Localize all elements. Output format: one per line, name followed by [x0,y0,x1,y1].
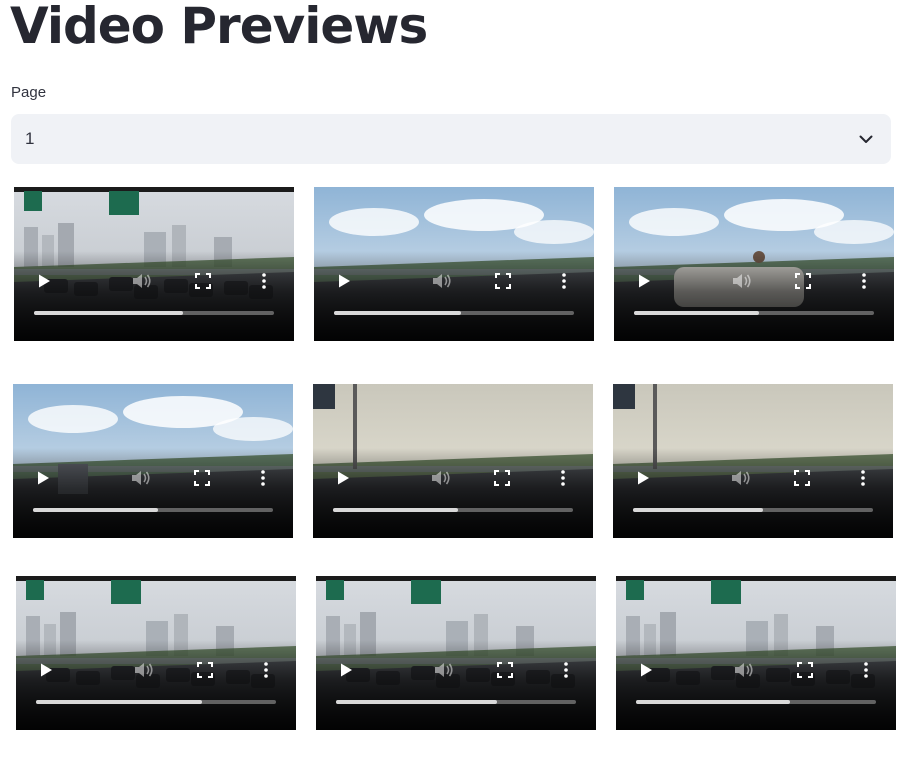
play-icon[interactable] [336,273,352,294]
fullscreen-icon[interactable] [794,470,810,491]
fullscreen-icon[interactable] [797,662,813,683]
volume-icon[interactable] [431,470,451,491]
video-player[interactable] [13,384,293,538]
more-vertical-icon[interactable] [863,662,869,683]
fullscreen-icon[interactable] [494,470,510,491]
volume-icon[interactable] [432,273,452,294]
progress-fill [633,508,763,512]
video-player[interactable] [614,187,894,341]
fullscreen-icon[interactable] [195,273,211,294]
more-vertical-icon[interactable] [561,273,567,294]
controls-overlay [13,448,293,538]
progress-bar[interactable] [34,311,274,315]
play-icon[interactable] [36,273,52,294]
video-player[interactable] [14,187,294,341]
volume-icon[interactable] [734,662,754,683]
progress-fill [33,508,158,512]
controls-overlay [613,448,893,538]
video-player[interactable] [314,187,594,341]
page-select-value: 1 [25,129,35,148]
volume-icon[interactable] [731,470,751,491]
page-title: Video Previews [10,0,428,55]
progress-fill [34,311,183,315]
page-select[interactable]: 1 [11,114,891,164]
video-player[interactable] [613,384,893,538]
progress-bar[interactable] [634,311,874,315]
volume-icon[interactable] [134,662,154,683]
controls-overlay [616,640,896,730]
volume-icon[interactable] [732,273,752,294]
more-vertical-icon[interactable] [260,470,266,491]
video-player[interactable] [616,576,896,730]
fullscreen-icon[interactable] [795,273,811,294]
fullscreen-icon[interactable] [197,662,213,683]
more-vertical-icon[interactable] [560,470,566,491]
more-vertical-icon[interactable] [563,662,569,683]
page-select-label: Page [11,84,47,101]
controls-overlay [314,251,594,341]
progress-fill [334,311,462,315]
progress-bar[interactable] [636,700,876,704]
play-icon[interactable] [338,662,354,683]
video-player[interactable] [313,384,593,538]
progress-fill [634,311,759,315]
fullscreen-icon[interactable] [495,273,511,294]
controls-overlay [14,251,294,341]
play-icon[interactable] [35,470,51,491]
controls-overlay [16,640,296,730]
more-vertical-icon[interactable] [861,273,867,294]
volume-icon[interactable] [434,662,454,683]
progress-fill [333,508,458,512]
video-player[interactable] [316,576,596,730]
progress-bar[interactable] [33,508,273,512]
chevron-down-icon[interactable] [858,131,874,147]
video-player[interactable] [16,576,296,730]
progress-bar[interactable] [336,700,576,704]
volume-icon[interactable] [131,470,151,491]
play-icon[interactable] [638,662,654,683]
progress-fill [636,700,790,704]
more-vertical-icon[interactable] [860,470,866,491]
controls-overlay [313,448,593,538]
volume-icon[interactable] [132,273,152,294]
progress-bar[interactable] [36,700,276,704]
progress-bar[interactable] [334,311,574,315]
progress-bar[interactable] [333,508,573,512]
fullscreen-icon[interactable] [497,662,513,683]
controls-overlay [316,640,596,730]
progress-bar[interactable] [633,508,873,512]
play-icon[interactable] [635,470,651,491]
fullscreen-icon[interactable] [194,470,210,491]
progress-fill [36,700,202,704]
play-icon[interactable] [38,662,54,683]
progress-fill [336,700,497,704]
controls-overlay [614,251,894,341]
more-vertical-icon[interactable] [261,273,267,294]
play-icon[interactable] [636,273,652,294]
play-icon[interactable] [335,470,351,491]
more-vertical-icon[interactable] [263,662,269,683]
